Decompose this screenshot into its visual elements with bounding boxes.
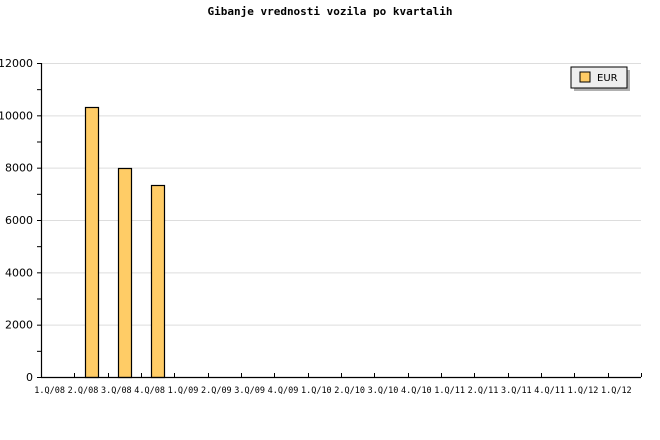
x-tick-label: 1.Q/12	[601, 386, 632, 396]
x-tick-label: 1.Q/11	[434, 386, 465, 396]
gridlines	[41, 63, 641, 326]
bar-3.Q/08	[117, 167, 133, 379]
x-tick-label: 3.Q/10	[368, 386, 399, 396]
x-tick-label: 1.Q/12	[568, 386, 599, 396]
y-tick-label: 10000	[0, 109, 33, 122]
x-tick-label: 2.Q/08	[68, 386, 99, 396]
bar-2.Q/08	[84, 106, 100, 379]
x-tick-label: 2.Q/09	[201, 386, 232, 396]
x-tick-label: 3.Q/09	[234, 386, 265, 396]
x-axis-ticks: 1.Q/08 2.Q/08 3.Q/08 4.Q/08 1.Q/09 2.Q/09 3.Q/…	[34, 373, 642, 396]
x-tick-label: 4.Q/08	[134, 386, 165, 396]
y-tick-label: 12000	[0, 57, 33, 70]
x-tick-label: 2.Q/10	[334, 386, 365, 396]
y-tick-label: 6000	[5, 214, 33, 227]
legend-swatch	[579, 71, 591, 83]
x-tick-label: 3.Q/08	[101, 386, 132, 396]
x-tick-label: 1.Q/09	[168, 386, 199, 396]
axes	[40, 63, 641, 379]
y-tick-label: 0	[26, 371, 33, 384]
y-tick-label: 4000	[5, 266, 33, 279]
x-tick-label: 3.Q/11	[501, 386, 532, 396]
bar-4.Q/08	[150, 184, 166, 379]
x-tick-label: 1.Q/10	[301, 386, 332, 396]
x-tick-label: 2.Q/11	[468, 386, 499, 396]
y-tick-label: 2000	[5, 319, 33, 332]
x-tick-label: 4.Q/11	[534, 386, 565, 396]
y-tick-label: 8000	[5, 162, 33, 175]
x-tick-label: 4.Q/09	[268, 386, 299, 396]
legend: EUR	[570, 66, 630, 91]
x-tick-label: 1.Q/08	[34, 386, 65, 396]
legend-label: EUR	[597, 73, 618, 84]
x-tick-label: 4.Q/10	[401, 386, 432, 396]
chart-title: Gibanje vrednosti vozila po kvartalih	[207, 5, 452, 18]
y-axis-ticks: 0 2000 4000 6000 8000 10000 12000	[0, 57, 41, 384]
bars	[84, 106, 166, 379]
